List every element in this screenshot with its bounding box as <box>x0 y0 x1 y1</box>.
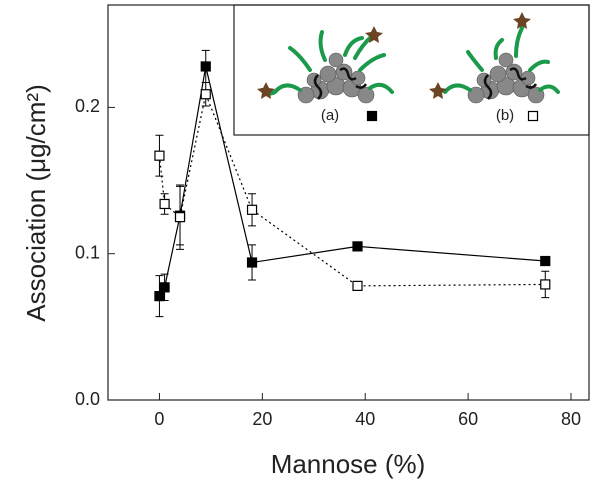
marker <box>352 280 363 291</box>
marker <box>540 279 551 290</box>
x-tick-label: 0 <box>154 409 164 429</box>
legend-marker <box>366 110 378 122</box>
x-axis-label: Mannose (%) <box>271 449 426 479</box>
marker <box>159 198 170 210</box>
y-tick-label: 0.2 <box>75 96 100 116</box>
marker <box>159 282 170 293</box>
marker <box>154 291 165 302</box>
marker <box>200 89 211 100</box>
legend-marker <box>527 110 539 122</box>
marker <box>246 257 258 268</box>
x-tick-label: 40 <box>355 409 375 429</box>
x-tick-label: 20 <box>252 409 272 429</box>
x-tick-label: 80 <box>561 409 581 429</box>
inset-illustration <box>233 4 590 136</box>
y-tick-label: 0.0 <box>75 389 100 409</box>
y-tick-label: 0.1 <box>75 242 100 262</box>
marker <box>246 204 258 215</box>
marker <box>352 241 363 252</box>
legend-label: (b) <box>496 107 514 124</box>
marker <box>540 255 551 267</box>
y-axis-label: Association (μg/cm²) <box>21 84 51 321</box>
x-tick-label: 60 <box>458 409 478 429</box>
legend-label: (a) <box>321 107 339 124</box>
marker <box>174 212 186 223</box>
marker <box>200 61 211 72</box>
marker <box>154 150 165 161</box>
plot-frame <box>107 4 590 401</box>
